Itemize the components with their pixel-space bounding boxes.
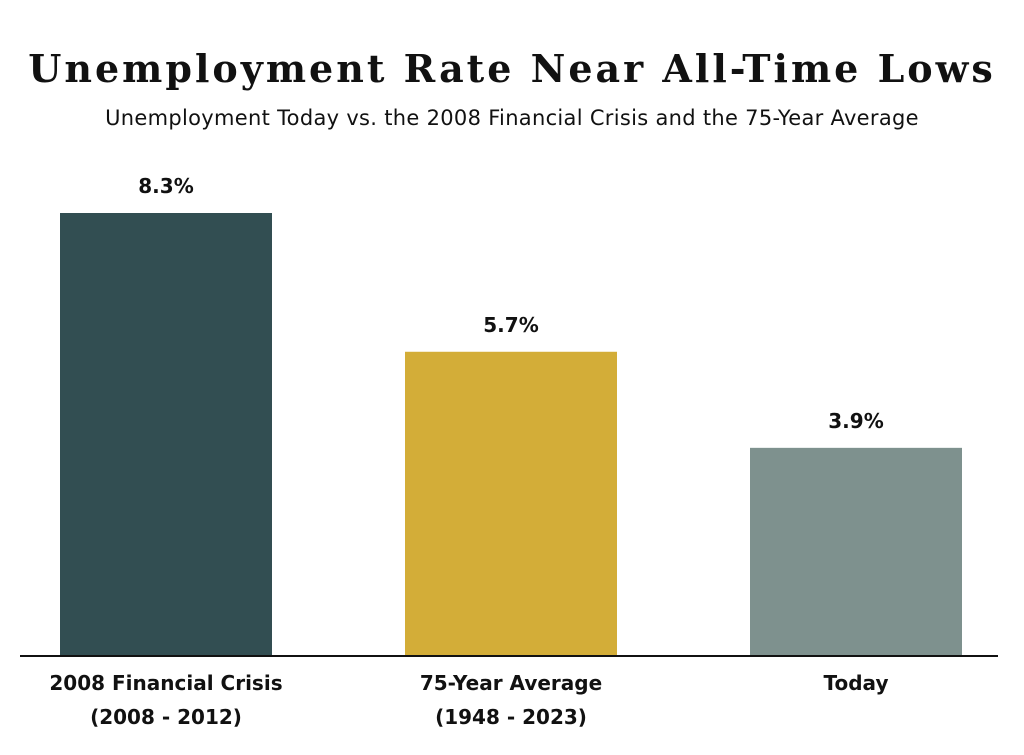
category-label-2-line-1: 75-Year Average xyxy=(420,671,602,695)
bars-layer xyxy=(60,213,962,656)
chart-title: Unemployment Rate Near All-Time Lows xyxy=(28,46,996,91)
bar-3 xyxy=(750,447,962,656)
chart-subtitle: Unemployment Today vs. the 2008 Financia… xyxy=(105,106,919,130)
category-label-1-line-2: (2008 - 2012) xyxy=(90,705,242,729)
bar-value-label-3: 3.9% xyxy=(828,409,883,433)
bar-1 xyxy=(60,213,272,656)
category-label-1-line-1: 2008 Financial Crisis xyxy=(49,671,282,695)
bar-2 xyxy=(405,351,617,656)
bar-value-label-2: 5.7% xyxy=(483,313,538,337)
category-label-2-line-2: (1948 - 2023) xyxy=(435,705,587,729)
labels-layer: 8.3% 2008 Financial Crisis (2008 - 2012) 5.… xyxy=(49,174,888,729)
category-label-3-line-1: Today xyxy=(824,671,889,695)
bar-value-label-1: 8.3% xyxy=(138,174,193,198)
